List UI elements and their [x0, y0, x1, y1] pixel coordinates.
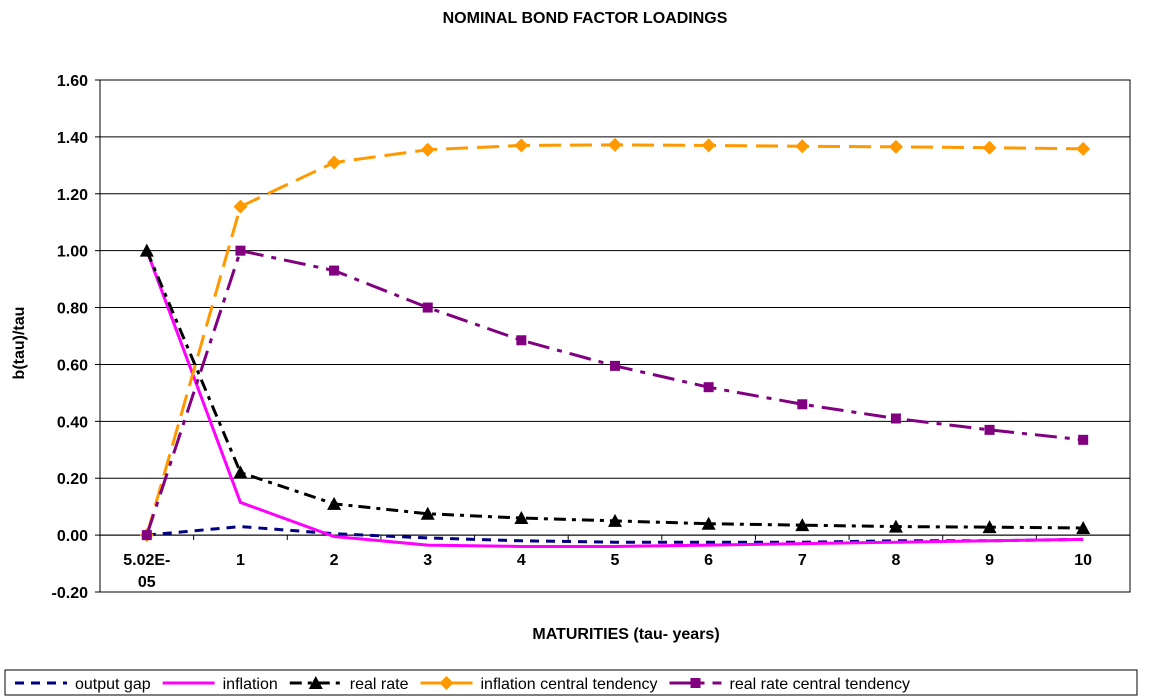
series-real-rate [139, 243, 1091, 534]
data-point [516, 335, 527, 346]
data-point [608, 137, 622, 152]
legend-label: output gap [75, 676, 151, 693]
data-point [327, 155, 342, 170]
data-point [329, 265, 340, 276]
data-point [420, 142, 435, 157]
series-real-rate-central-tendency [141, 245, 1089, 541]
series-group [139, 137, 1091, 548]
y-tick-label: 0.00 [57, 528, 88, 545]
x-tick-label: 9 [985, 552, 994, 569]
data-point [701, 516, 716, 530]
legend-marker [690, 678, 701, 688]
legend-item: inflation [162, 676, 278, 693]
series-output-gap [146, 525, 1084, 544]
data-point [420, 506, 435, 520]
x-tick-label: 8 [891, 552, 900, 569]
grid [95, 79, 1130, 593]
data-point [327, 496, 342, 510]
series-line [145, 250, 1084, 530]
data-point [797, 399, 808, 410]
data-point [139, 243, 154, 257]
x-tick-label: 3 [423, 552, 432, 569]
data-point [233, 465, 248, 479]
data-point [233, 199, 248, 214]
plot-area-border [99, 79, 1131, 593]
legend-marker [439, 676, 454, 690]
y-axis-label: b(tau)/tau [11, 307, 28, 380]
y-tick-labels: -0.20 0.00 0.20 0.40 0.60 0.80 1.00 1.20 1.40 1.6… [52, 73, 89, 602]
y-tick-label: 0.80 [57, 301, 88, 318]
data-point [610, 360, 620, 371]
series-inflation [145, 250, 1084, 548]
legend-item: real rate [289, 676, 409, 693]
series-line [146, 525, 1084, 544]
data-point [141, 530, 152, 541]
x-tick-labels: 5.02E-05 1 2 3 4 5 6 7 8 9 10 [123, 552, 1092, 591]
x-tick-label: 4 [517, 552, 526, 569]
data-point [514, 511, 529, 525]
x-tick-label: 10 [1074, 552, 1092, 569]
data-point [1076, 521, 1091, 534]
series-line [145, 143, 1084, 536]
y-tick-label: 0.20 [57, 471, 88, 488]
y-tick-label: 1.40 [57, 130, 88, 147]
y-tick-label: -0.20 [52, 585, 89, 602]
y-tick-label: 0.40 [57, 414, 88, 431]
y-tick-label: 1.20 [57, 187, 88, 204]
series-inflation-central-tendency [139, 137, 1091, 543]
data-point [795, 518, 810, 532]
x-tick-label: 2 [330, 552, 339, 569]
legend-label: real rate [350, 676, 409, 693]
data-point [984, 424, 995, 435]
data-point [608, 513, 622, 527]
data-point [422, 302, 433, 313]
y-tick-label: 1.00 [57, 244, 88, 261]
chart-title: NOMINAL BOND FACTOR LOADINGS [443, 10, 728, 27]
x-axis-label: MATURITIES (tau- years) [532, 626, 719, 643]
x-tick-label: 1 [236, 552, 245, 569]
series-line [145, 248, 1084, 536]
data-point [703, 382, 714, 393]
data-point [982, 140, 997, 155]
data-point [235, 245, 246, 256]
data-point [701, 138, 716, 153]
data-point [1078, 434, 1089, 445]
data-point [888, 519, 903, 533]
legend-label: real rate central tendency [729, 676, 910, 693]
legend-item: real rate central tendency [669, 676, 910, 693]
data-point [890, 413, 901, 424]
legend-label: inflation [223, 676, 278, 693]
series-line [145, 250, 1084, 548]
x-tick-label: 6 [704, 552, 713, 569]
x-tick-label: 7 [798, 552, 807, 569]
y-tick-label: 1.60 [57, 73, 88, 90]
x-tick-label: 5 [611, 552, 620, 569]
axes [99, 79, 1131, 593]
y-tick-label: 0.60 [57, 357, 88, 374]
data-point [1076, 141, 1091, 156]
data-point [514, 138, 529, 153]
legend-item: inflation central tendency [420, 676, 657, 693]
legend: output gap inflation real rate inflation ce… [4, 669, 1138, 696]
legend-item: output gap [15, 676, 151, 693]
data-point [888, 139, 903, 154]
legend-label: inflation central tendency [480, 676, 657, 693]
data-point [795, 139, 810, 154]
legend-marker [308, 676, 323, 689]
x-tick-label: 5.02E-05 [123, 552, 170, 591]
data-point [982, 520, 997, 534]
